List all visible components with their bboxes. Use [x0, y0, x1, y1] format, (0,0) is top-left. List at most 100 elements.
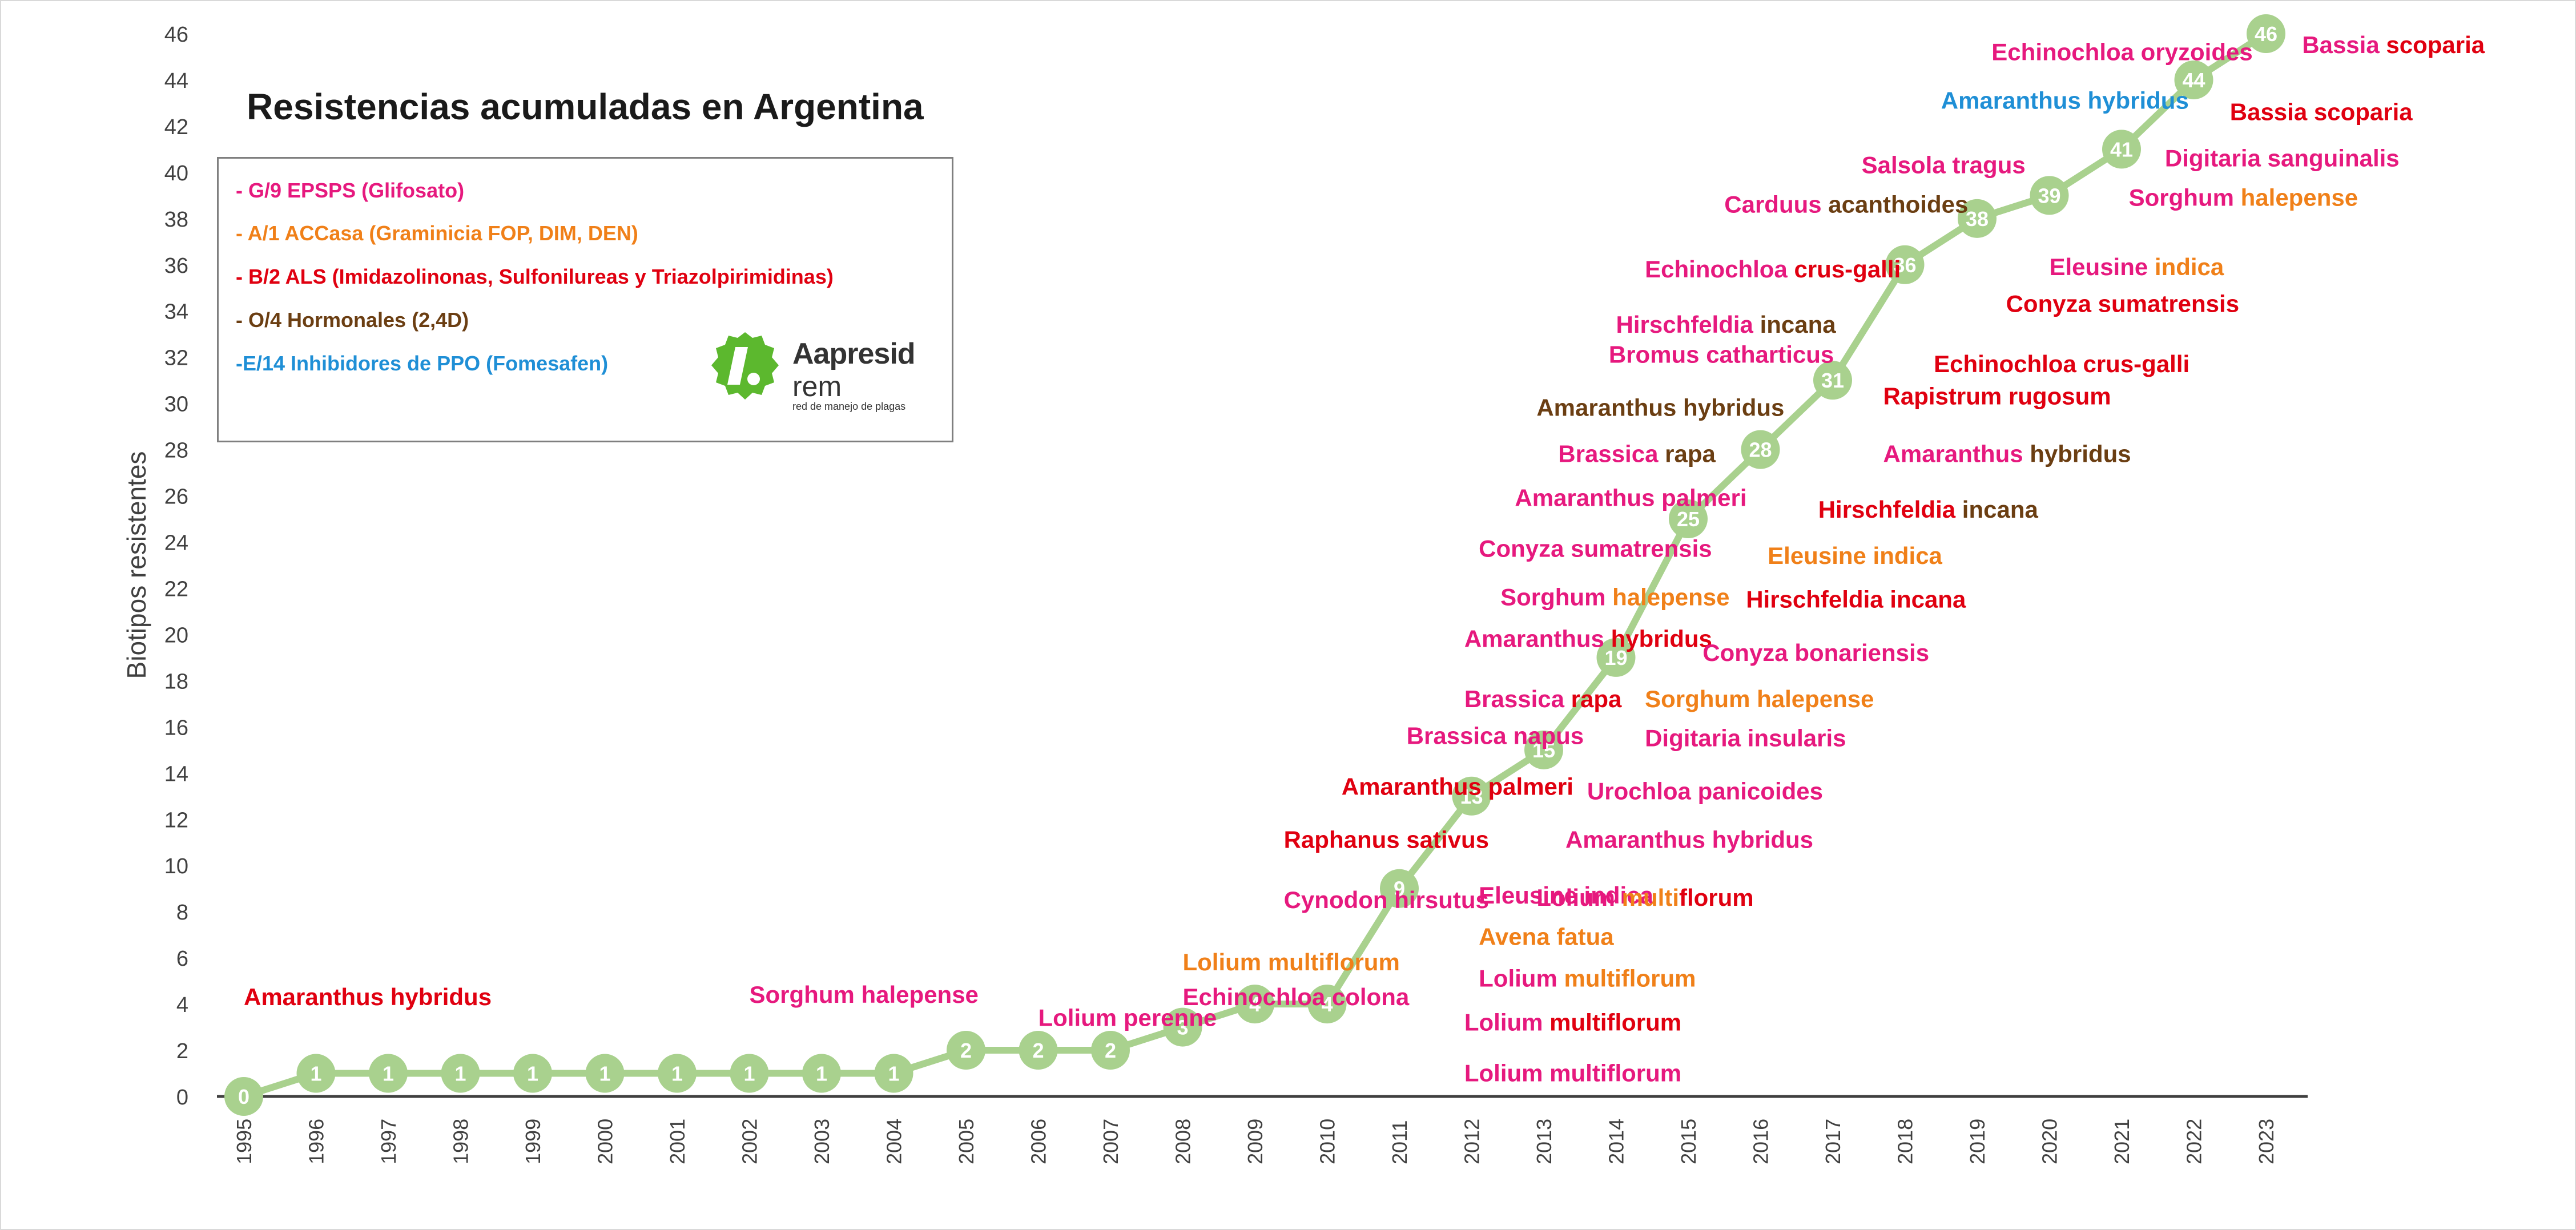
species-annotation: Amaranthus hybridus [1464, 626, 1712, 652]
x-tick-label: 2006 [1027, 1119, 1050, 1164]
data-label: 13 [1460, 785, 1483, 808]
x-tick-label: 2021 [2110, 1119, 2134, 1164]
aapresid-logo: Aapresid rem red de manejo de plagas [708, 330, 936, 416]
species-annotation-part: Lolium multiflorum [1183, 949, 1400, 975]
data-point [1019, 1031, 1058, 1070]
data-label: 1 [454, 1062, 466, 1086]
data-point [1163, 1007, 1202, 1047]
legend-item-accase: - A/1 ACCasa (Graminicia FOP, DIM, DEN) [236, 221, 638, 245]
species-annotation: Carduus acanthoides [1724, 191, 1968, 218]
legend-item-glyphosate: - G/9 EPSPS (Glifosato) [236, 179, 465, 202]
chart-title: Resistencias acumuladas en Argentina [247, 86, 924, 127]
y-tick-label: 24 [164, 531, 188, 555]
species-annotation: Raphanus sativus [1284, 826, 1489, 853]
species-annotation-part: hybridus [1611, 626, 1712, 652]
species-annotation-part: Brassica [1464, 685, 1571, 712]
species-annotation-part: multi [1622, 884, 1679, 911]
y-tick-label: 40 [164, 162, 188, 185]
x-tick-label: 2016 [1749, 1119, 1773, 1164]
species-annotation: Lolium multiflorum [1464, 1009, 1681, 1035]
species-annotation-part: Digitaria sanguinalis [2165, 145, 2400, 172]
species-annotation-part: Eleusine indica [1479, 882, 1653, 909]
species-annotation-part: Amaranthus hybridus [1941, 87, 2189, 114]
species-annotation-part: Eleusine [2050, 253, 2155, 280]
species-annotation-part: Hirschfeldia [1818, 496, 1962, 523]
species-annotation-part: Salsola tragus [1862, 152, 2026, 179]
species-annotation-part: Carduus [1724, 191, 1828, 218]
species-annotation: Amaranthus hybridus [1941, 87, 2189, 114]
species-annotation-part: Brassica [1558, 441, 1665, 467]
y-tick-label: 12 [164, 808, 188, 832]
species-annotation-part: halepense [1612, 584, 1729, 611]
species-annotation-part: Bassia [2302, 31, 2386, 58]
data-label: 4 [1249, 993, 1261, 1016]
data-point [658, 1054, 697, 1093]
species-annotation-part: Sorghum [2129, 184, 2241, 211]
data-label: 2 [1032, 1039, 1044, 1062]
species-annotation: Digitaria sanguinalis [2165, 145, 2400, 172]
species-annotation: Brassica napus [1407, 723, 1584, 749]
species-annotation-part: crus-galli [1794, 256, 1901, 283]
species-annotation: Echinochloa colona [1183, 983, 1410, 1010]
x-tick-label: 1999 [521, 1119, 545, 1164]
data-point [296, 1054, 336, 1093]
data-point [1091, 1031, 1130, 1070]
species-annotation: Hirschfeldia incana [1746, 586, 1966, 613]
data-label: 9 [1394, 877, 1405, 901]
species-annotation: Eleusine indica [1479, 882, 1653, 909]
species-annotation-part: Hirschfeldia [1616, 311, 1760, 338]
species-annotation-part: Conyza bonariensis [1702, 639, 1929, 666]
species-annotation-part: Amaranthus hybridus [244, 983, 492, 1010]
species-annotation: Sorghum halepense [1500, 584, 1729, 611]
y-tick-label: 0 [176, 1086, 188, 1110]
y-tick-label: 2 [176, 1039, 188, 1063]
data-point [1741, 430, 1780, 469]
data-point [947, 1031, 985, 1070]
data-point [1596, 638, 1636, 677]
y-tick-label: 28 [164, 439, 188, 463]
species-annotation-part: Conyza sumatrensis [2006, 291, 2239, 317]
data-point [1307, 985, 1347, 1024]
y-tick-label: 32 [164, 346, 188, 370]
x-tick-label: 2015 [1677, 1119, 1700, 1164]
y-tick-label: 30 [164, 393, 188, 417]
species-annotation: Lolium multiflorum [1536, 884, 1753, 911]
data-label: 0 [238, 1085, 249, 1108]
species-annotation-part: rapa [1571, 685, 1622, 712]
data-label: 1 [383, 1062, 394, 1086]
x-tick-label: 2007 [1099, 1119, 1122, 1164]
x-tick-label: 1998 [449, 1119, 473, 1164]
species-annotation-part: Raphanus sativus [1284, 826, 1489, 853]
legend-item-als: - B/2 ALS (Imidazolinonas, Sulfonilureas… [236, 265, 834, 288]
species-annotation-part: Echinochloa oryzoides [1991, 38, 2252, 65]
species-annotation: Urochloa panicoides [1587, 778, 1823, 805]
species-annotation-part: Amaranthus palmeri [1342, 773, 1573, 800]
legend-box: - G/9 EPSPS (Glifosato) - A/1 ACCasa (Gr… [217, 157, 953, 442]
species-annotation-part: Lolium multiflorum [1464, 1060, 1681, 1087]
species-annotation: Echinochloa crus-galli [1645, 256, 1901, 283]
y-tick-label: 8 [176, 901, 188, 925]
x-tick-label: 1996 [305, 1119, 328, 1164]
y-tick-label: 42 [164, 115, 188, 139]
species-annotation: Lolium multiflorum [1183, 949, 1400, 975]
x-tick-label: 2010 [1316, 1119, 1339, 1164]
data-point [585, 1054, 625, 1093]
data-point [1958, 199, 1997, 238]
data-label: 1 [310, 1062, 321, 1086]
species-annotation-part: Amaranthus [1464, 626, 1611, 652]
species-annotation: Echinochloa oryzoides [1991, 38, 2252, 65]
y-tick-label: 16 [164, 716, 188, 740]
species-annotation: Lolium multiflorum [1479, 965, 1696, 992]
species-annotation: Bromus catharticus [1609, 341, 1834, 368]
species-annotation: Salsola tragus [1862, 152, 2026, 179]
data-point [224, 1077, 263, 1116]
x-tick-label: 2012 [1460, 1119, 1484, 1164]
species-annotation: Amaranthus hybridus [1883, 441, 2131, 467]
species-annotation: Sorghum halepense [2129, 184, 2358, 211]
series-markers: 01 1 1 1 1 1 1 1 12 2 234 4913151925283136383941444… [224, 14, 2285, 1116]
data-point [874, 1054, 913, 1093]
y-tick-label: 22 [164, 577, 188, 601]
data-point [2030, 176, 2069, 215]
species-annotation-part: Echinochloa colona [1183, 983, 1410, 1010]
data-label: 19 [1604, 646, 1627, 670]
